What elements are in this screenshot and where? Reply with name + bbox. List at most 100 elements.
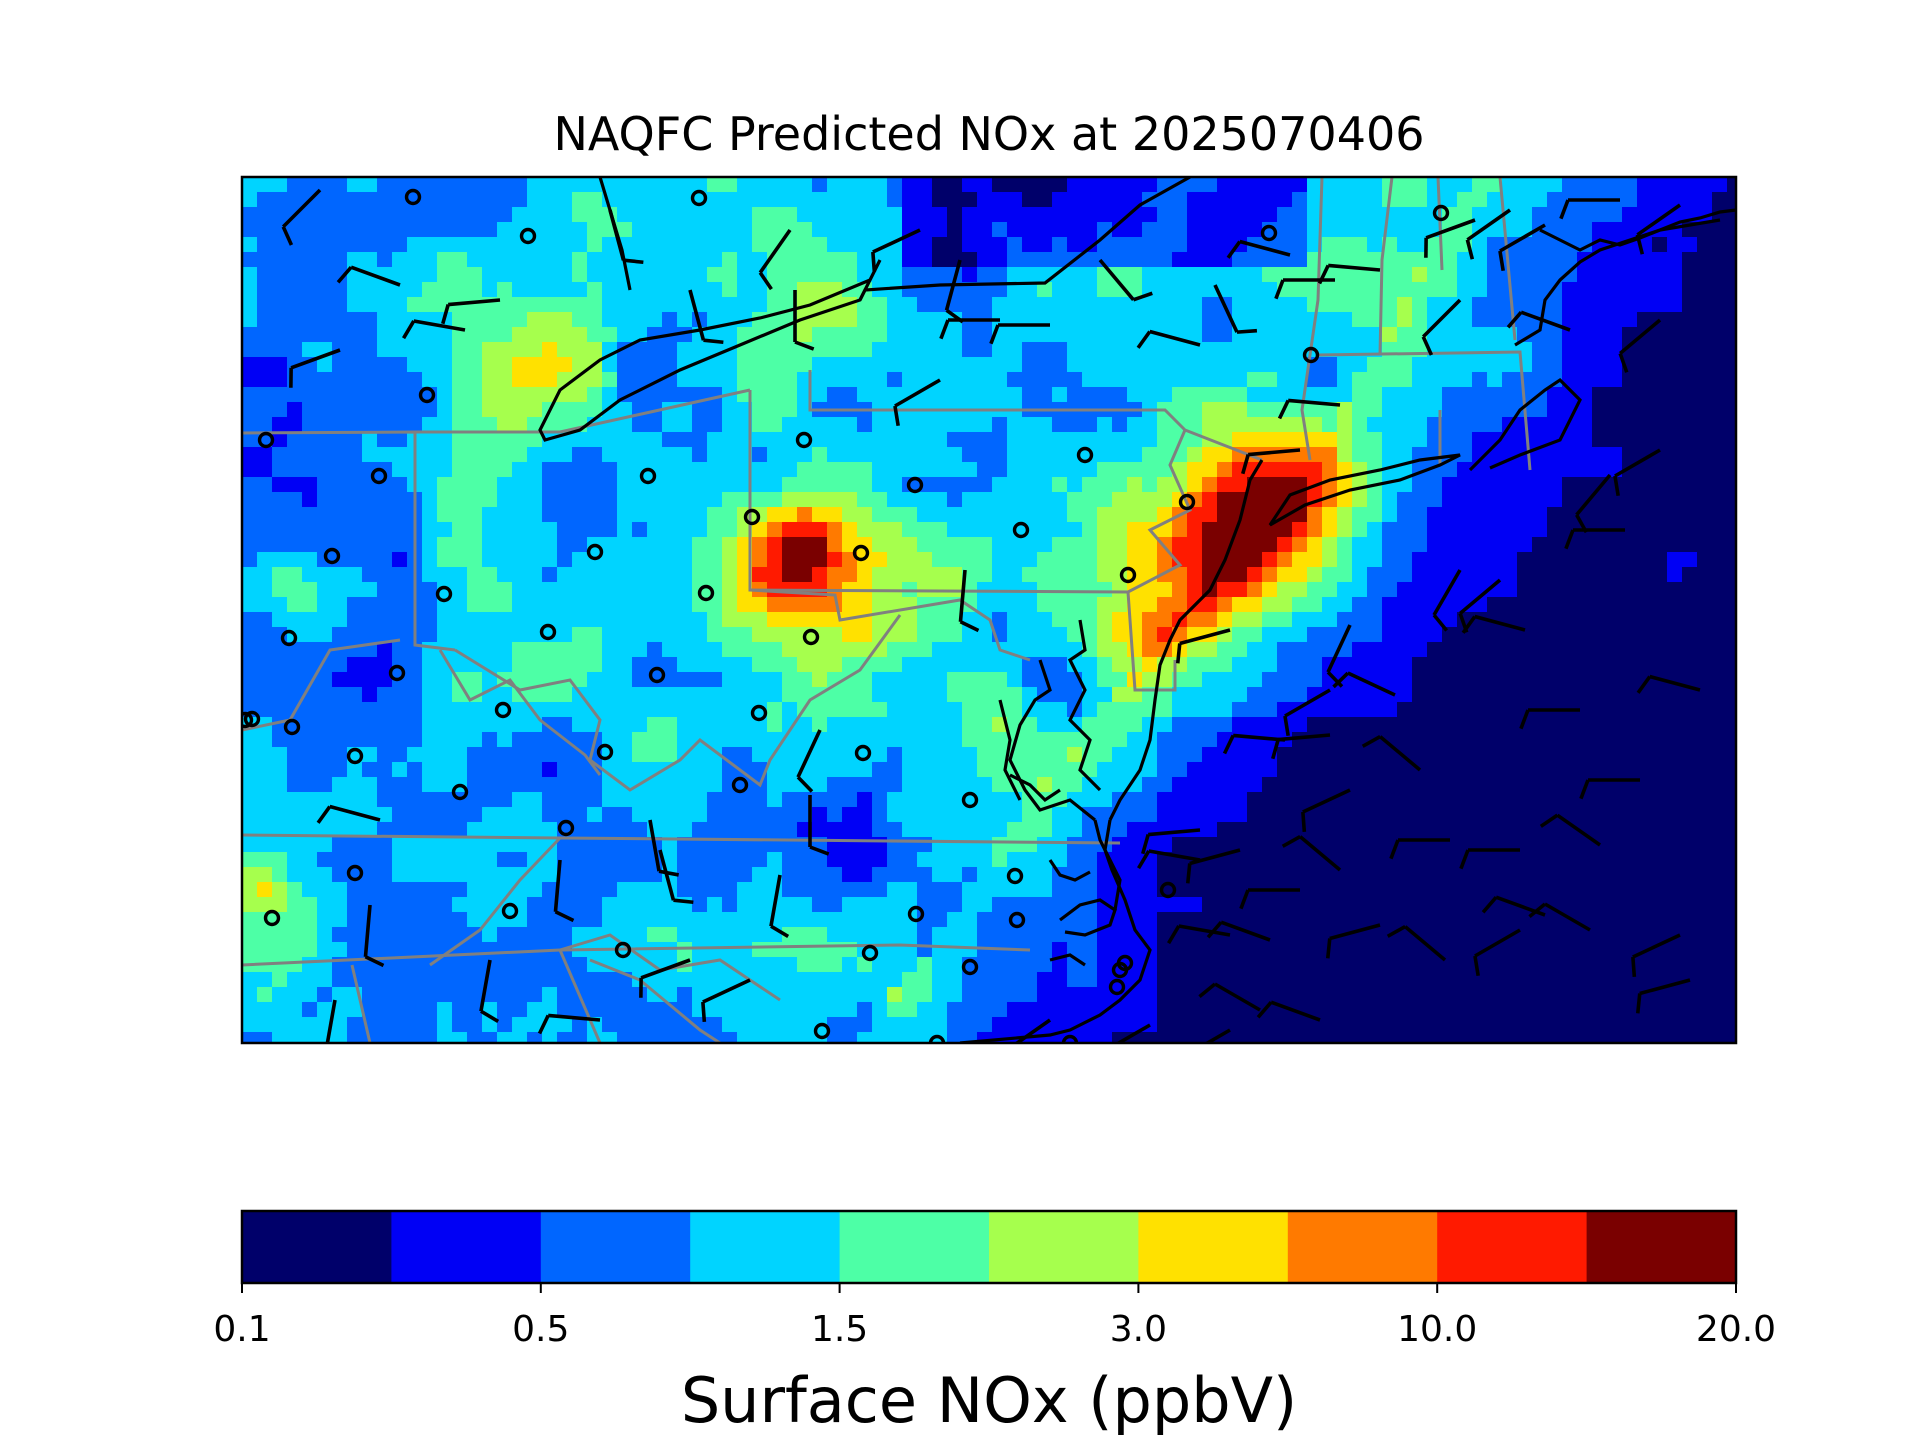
monitor-site-marker <box>1108 978 1126 996</box>
wind-barb <box>1115 1023 1151 1043</box>
wind-barb <box>1461 614 1526 634</box>
monitor-site-marker <box>648 666 666 684</box>
colorbar-tick-label: 0.1 <box>213 1309 270 1350</box>
wind-barb <box>1332 671 1396 697</box>
monitor-site-marker <box>263 909 281 927</box>
wind-barb <box>402 319 466 340</box>
wind-barb <box>939 318 1000 340</box>
wind-barb <box>989 323 1050 345</box>
monitor-site-marker <box>418 386 436 404</box>
wind-barb <box>1222 733 1286 755</box>
monitor-site-marker <box>257 431 275 449</box>
wind-barb <box>1459 848 1520 870</box>
wind-barb <box>479 959 500 1023</box>
colorbar-swatch <box>1586 1211 1737 1283</box>
colorbar-tick-label: 10.0 <box>1397 1309 1477 1350</box>
wind-barb <box>1241 448 1301 475</box>
wind-barb <box>1175 628 1231 664</box>
monitor-site-marker <box>519 227 537 245</box>
wind-barb <box>1481 895 1546 917</box>
wind-barb <box>316 804 381 824</box>
colorbar-swatch <box>540 1211 691 1283</box>
wind-barb <box>1579 778 1640 800</box>
wind-barb <box>1256 1000 1321 1022</box>
wind-barb <box>1203 1028 1231 1043</box>
monitor-site-marker <box>1012 521 1030 539</box>
wind-barb <box>1506 310 1571 332</box>
wind-barb <box>1539 813 1602 847</box>
monitor-site-marker <box>388 664 406 682</box>
wind-barb <box>1389 838 1450 860</box>
colorbar-swatch <box>839 1211 990 1283</box>
wind-barb <box>1421 298 1462 356</box>
wind-barb <box>1432 569 1462 632</box>
colorbar-swatch <box>690 1211 841 1283</box>
wind-barb <box>808 795 830 856</box>
monitor-site-marker <box>451 783 469 801</box>
monitor-site-marker <box>690 189 708 207</box>
wind-barb <box>363 904 385 968</box>
wind-barb <box>796 729 822 793</box>
coastlines <box>538 177 1736 1043</box>
colorbar-tick-label: 3.0 <box>1110 1309 1167 1350</box>
wind-barb <box>1498 223 1546 272</box>
wind-barb <box>1564 528 1625 550</box>
colorbar-swatches <box>242 1211 1737 1283</box>
monitor-site-marker <box>639 467 657 485</box>
monitor-site-marker <box>1006 867 1024 885</box>
colorbar-ticks: 0.1 0.5 1.5 3.0 10.0 20.0 <box>213 1283 1776 1350</box>
wind-barb <box>1277 398 1341 420</box>
wind-barb <box>1386 925 1447 962</box>
wind-barb <box>1137 849 1201 870</box>
wind-barb <box>1424 218 1476 258</box>
wind-barb <box>608 209 644 265</box>
wind-barb <box>1014 1018 1052 1043</box>
monitor-site-marker <box>813 1022 831 1040</box>
monitor-site-marker <box>435 585 453 603</box>
monitor-site-marker <box>494 701 512 719</box>
monitor-site-marker <box>323 547 341 565</box>
colorbar-swatch <box>1287 1211 1438 1283</box>
wind-barb <box>553 859 575 923</box>
monitor-site-marker <box>1432 204 1450 222</box>
colorbar-tick-label: 20.0 <box>1696 1309 1776 1350</box>
chart-title: NAQFC Predicted NOx at 2025070406 <box>553 107 1424 161</box>
monitor-site-marker <box>614 941 632 959</box>
map-frame <box>240 175 1738 1045</box>
monitor-site-marker <box>961 958 979 976</box>
wind-barb <box>1317 263 1381 285</box>
wind-barb <box>1465 208 1512 260</box>
monitor-site-marker <box>1076 446 1094 464</box>
monitor-site-marker <box>283 718 301 736</box>
wind-barb <box>688 289 724 345</box>
monitor-site-marker <box>743 508 761 526</box>
colorbar-swatch <box>989 1211 1139 1283</box>
wind-barb <box>1613 448 1661 497</box>
wind-barb <box>871 228 921 273</box>
colorbar-tick-label: 1.5 <box>811 1309 868 1350</box>
wind-barb <box>639 958 691 998</box>
monitor-site-marker <box>907 905 925 923</box>
colorbar: 0.1 0.5 1.5 3.0 10.0 20.0 Surface NOx (ppbV) <box>213 1209 1776 1437</box>
monitor-site-marker <box>539 623 557 641</box>
monitor-site-marker <box>1119 566 1137 584</box>
wind-barb <box>1283 688 1331 737</box>
monitor-site-marker <box>280 629 298 647</box>
colorbar-swatch <box>1138 1211 1289 1283</box>
colorbar-swatch <box>391 1211 542 1283</box>
wind-barb <box>793 290 815 351</box>
wind-barb <box>1198 982 1261 1012</box>
monitor-site-marker <box>795 431 813 449</box>
wind-barb <box>1141 828 1201 855</box>
monitor-site-marker <box>346 864 364 882</box>
monitor-site-marker <box>750 704 768 722</box>
wind-barb <box>281 188 322 246</box>
monitor-site-marker <box>731 776 749 794</box>
monitor-site-marker <box>1178 493 1196 511</box>
monitor-site-marker <box>346 747 364 765</box>
monitor-site-marker <box>697 584 715 602</box>
wind-barb <box>1635 203 1682 255</box>
monitor-site-marker <box>501 902 519 920</box>
wind-barb <box>1635 978 1691 1014</box>
wind-barb <box>758 228 792 291</box>
